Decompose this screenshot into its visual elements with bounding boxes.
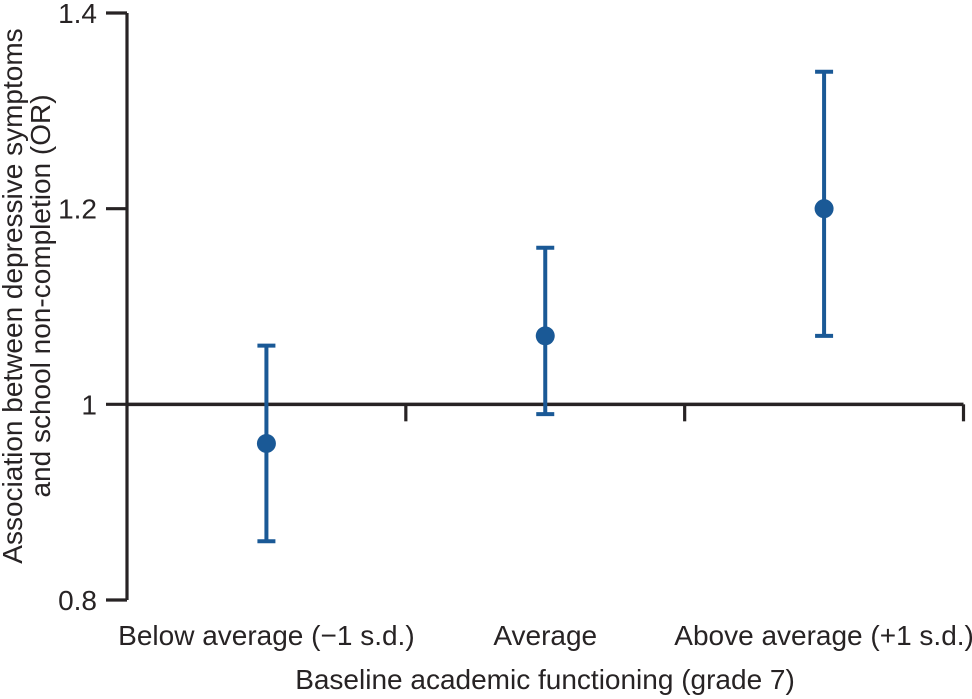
y-axis-title-line1: Association between depressive symptoms xyxy=(0,28,28,563)
x-category-label: Above average (+1 s.d.) xyxy=(674,620,972,651)
x-axis-title: Baseline academic functioning (grade 7) xyxy=(295,664,795,695)
error-bar-group xyxy=(814,69,834,338)
y-tick-label: 1.4 xyxy=(58,0,97,29)
error-bar-group xyxy=(256,343,276,544)
y-axis-ticks: 0.8 1 1.2 1.4 xyxy=(58,0,127,616)
point-marker xyxy=(535,326,555,346)
point-marker xyxy=(814,199,834,219)
x-category-labels: Below average (−1 s.d.) Average Above aver… xyxy=(118,620,972,651)
x-category-label: Average xyxy=(493,620,597,651)
error-bar-series xyxy=(256,69,834,544)
y-axis-title-line2: and school non-completion (OR) xyxy=(25,94,56,497)
y-tick-label: 0.8 xyxy=(58,585,97,616)
point-marker xyxy=(256,433,276,453)
y-tick-label: 1 xyxy=(81,389,97,420)
x-category-label: Below average (−1 s.d.) xyxy=(118,620,415,651)
error-bar-group xyxy=(535,245,555,417)
y-tick-label: 1.2 xyxy=(58,194,97,225)
